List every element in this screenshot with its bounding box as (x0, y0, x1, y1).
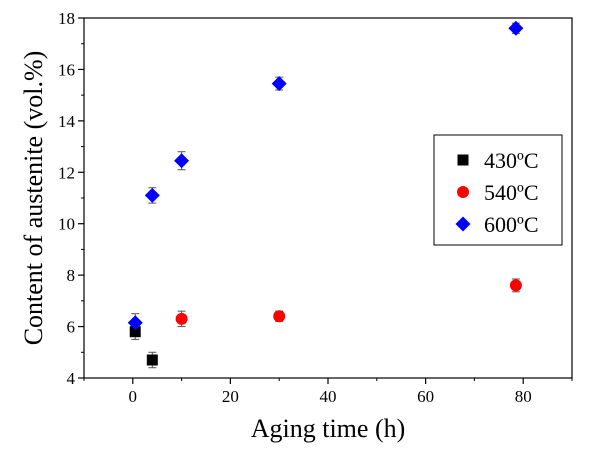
x-axis-title: Aging time (h) (251, 414, 406, 443)
y-tick-label: 8 (67, 266, 76, 285)
data-point (127, 315, 143, 331)
y-tick-label: 10 (58, 215, 75, 234)
data-point (509, 279, 522, 292)
legend-marker (457, 154, 469, 166)
y-axis-title: Content of austenite (vol.%) (19, 51, 48, 346)
legend-label: 600ºC (484, 212, 539, 237)
data-point (508, 20, 524, 36)
legend-marker (457, 186, 469, 198)
y-tick-label: 18 (58, 9, 75, 28)
data-point (273, 310, 286, 323)
legend-label: 540ºC (484, 180, 539, 205)
data-point (175, 312, 188, 325)
x-tick-label: 20 (222, 387, 239, 406)
y-tick-label: 4 (67, 369, 76, 388)
data-point (271, 76, 287, 92)
legend-label: 430ºC (484, 148, 539, 173)
y-tick-label: 14 (58, 112, 76, 131)
data-point (174, 153, 190, 169)
data-point (144, 187, 160, 203)
x-tick-label: 40 (320, 387, 337, 406)
y-tick-label: 6 (67, 318, 76, 337)
data-markers (127, 20, 524, 366)
legend-marker (455, 216, 471, 232)
axis-ticks: 0 20 40 60 80 4 6 8 10 12 14 16 18 (58, 9, 573, 406)
data-point (146, 354, 158, 366)
y-tick-label: 12 (58, 163, 75, 182)
legend: 430ºC 540ºC 600ºC (433, 134, 563, 246)
x-tick-label: 0 (129, 387, 138, 406)
legend-box (433, 134, 563, 246)
data-point (129, 326, 141, 338)
y-tick-label: 16 (58, 60, 75, 79)
x-tick-label: 60 (417, 387, 434, 406)
x-tick-label: 80 (515, 387, 532, 406)
